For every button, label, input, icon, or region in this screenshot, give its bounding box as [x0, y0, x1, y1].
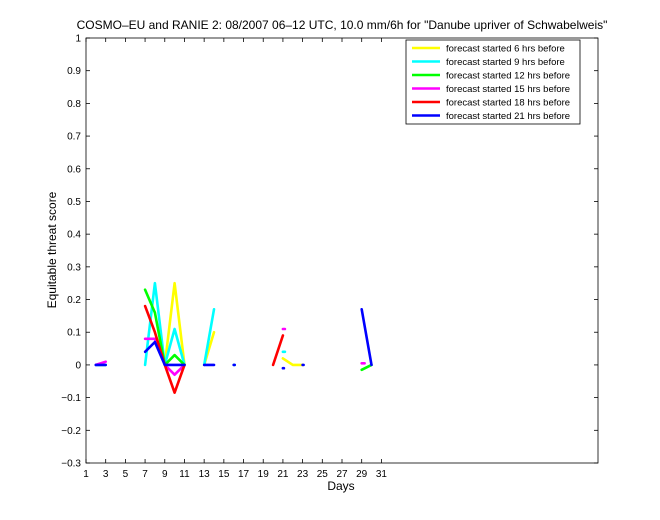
y-tick-label: 1: [75, 34, 81, 45]
series-line-1: [281, 357, 304, 367]
x-axis-ticks: 1 3 5 7 9 11 13 15 17 19 21 23 25 27 29 31: [83, 38, 387, 480]
y-tick-label: −0.1: [61, 393, 81, 404]
y-tick-label: 0.4: [67, 230, 81, 241]
x-tick-label: 19: [258, 469, 270, 480]
x-tick-label: 1: [83, 469, 89, 480]
x-tick-label: 25: [317, 469, 329, 480]
legend-box: [405, 39, 581, 125]
x-tick-label: 23: [297, 469, 309, 480]
y-tick-label: 0.6: [67, 164, 81, 175]
x-tick-label: 31: [376, 469, 388, 480]
series-line-6: [143, 340, 186, 367]
chart-title: COSMO–EU and RANIE 2: 08/2007 06–12 UTC,…: [77, 18, 608, 32]
legend-label-4: forecast started 15 hrs before: [446, 84, 570, 95]
x-tick-label: 5: [123, 469, 129, 480]
x-tick-label: 21: [277, 469, 289, 480]
x-tick-label: 27: [336, 469, 348, 480]
legend-label-2: forecast started 9 hrs before: [446, 57, 565, 68]
y-tick-label: 0.1: [67, 328, 81, 339]
legend-label-6: forecast started 21 hrs before: [446, 111, 570, 122]
series-line-2: [202, 307, 216, 367]
x-tick-label: 13: [199, 469, 211, 480]
y-tick-label: 0.3: [67, 262, 81, 273]
y-axis-label: Equitable threat score: [45, 191, 59, 308]
y-tick-label: 0.7: [67, 132, 81, 143]
x-tick-label: 17: [238, 469, 250, 480]
series-line-5: [271, 334, 285, 367]
legend-label-3: forecast started 12 hrs before: [446, 70, 570, 81]
x-tick-label: 9: [162, 469, 168, 480]
y-tick-label: 0.5: [67, 197, 81, 208]
x-tick-label: 7: [142, 469, 148, 480]
series-line-1: [163, 281, 186, 367]
x-tick-label: 11: [179, 469, 190, 480]
series-line-6: [360, 307, 373, 367]
legend-label-5: forecast started 18 hrs before: [446, 97, 570, 108]
series-line-3: [360, 363, 373, 372]
y-tick-label: 0.8: [67, 99, 81, 110]
legend: forecast started 6 hrs before forecast st…: [405, 39, 581, 125]
y-tick-label: 0: [75, 360, 81, 371]
x-tick-label: 29: [356, 469, 368, 480]
y-tick-label: −0.3: [61, 459, 81, 470]
y-axis-ticks: −0.3 −0.2 −0.1 0 0.1 0.2 0.3 0.4 0.5 0.6 0.7 0.8 0.9…: [61, 34, 598, 470]
series-layer: [94, 281, 373, 395]
y-tick-label: −0.2: [61, 426, 81, 437]
x-axis-label: Days: [327, 479, 354, 493]
legend-label-1: forecast started 6 hrs before: [446, 43, 565, 54]
x-tick-label: 3: [103, 469, 109, 480]
y-tick-label: 0.9: [67, 66, 81, 77]
y-tick-label: 0.2: [67, 295, 81, 306]
x-tick-label: 15: [218, 469, 230, 480]
